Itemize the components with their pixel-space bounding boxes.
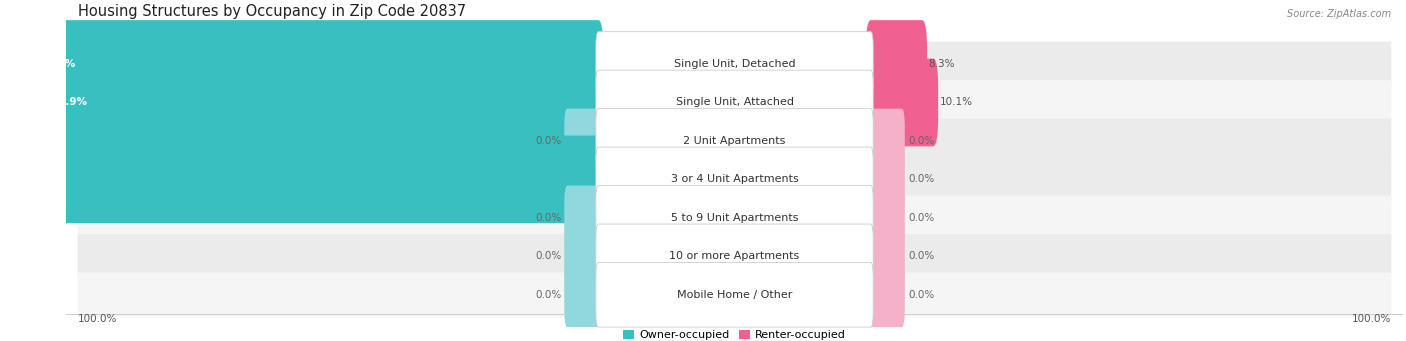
- FancyBboxPatch shape: [0, 135, 603, 223]
- Text: 100.0%: 100.0%: [0, 174, 32, 184]
- FancyBboxPatch shape: [868, 186, 905, 250]
- Legend: Owner-occupied, Renter-occupied: Owner-occupied, Renter-occupied: [623, 330, 846, 341]
- FancyBboxPatch shape: [596, 32, 873, 96]
- FancyBboxPatch shape: [37, 59, 603, 146]
- FancyBboxPatch shape: [564, 186, 602, 250]
- FancyBboxPatch shape: [596, 224, 873, 288]
- Text: Single Unit, Detached: Single Unit, Detached: [673, 59, 796, 69]
- FancyBboxPatch shape: [596, 147, 873, 212]
- Text: 0.0%: 0.0%: [534, 251, 561, 261]
- FancyBboxPatch shape: [596, 109, 873, 173]
- FancyBboxPatch shape: [77, 272, 1392, 317]
- FancyBboxPatch shape: [77, 157, 1392, 202]
- FancyBboxPatch shape: [868, 109, 905, 173]
- FancyBboxPatch shape: [868, 147, 905, 212]
- Text: Source: ZipAtlas.com: Source: ZipAtlas.com: [1286, 9, 1391, 19]
- FancyBboxPatch shape: [596, 263, 873, 327]
- Text: 89.9%: 89.9%: [51, 98, 87, 107]
- Text: 0.0%: 0.0%: [908, 290, 934, 300]
- Text: 2 Unit Apartments: 2 Unit Apartments: [683, 136, 786, 146]
- Text: 100.0%: 100.0%: [79, 314, 118, 324]
- Text: 91.7%: 91.7%: [39, 59, 76, 69]
- Text: 0.0%: 0.0%: [534, 213, 561, 223]
- Text: 10 or more Apartments: 10 or more Apartments: [669, 251, 800, 261]
- Text: 0.0%: 0.0%: [908, 174, 934, 184]
- FancyBboxPatch shape: [77, 234, 1392, 279]
- FancyBboxPatch shape: [596, 70, 873, 135]
- Text: 0.0%: 0.0%: [534, 290, 561, 300]
- Text: 3 or 4 Unit Apartments: 3 or 4 Unit Apartments: [671, 174, 799, 184]
- Text: 8.3%: 8.3%: [928, 59, 955, 69]
- Text: 0.0%: 0.0%: [534, 136, 561, 146]
- FancyBboxPatch shape: [77, 119, 1392, 163]
- Text: Housing Structures by Occupancy in Zip Code 20837: Housing Structures by Occupancy in Zip C…: [79, 4, 467, 19]
- Text: 5 to 9 Unit Apartments: 5 to 9 Unit Apartments: [671, 213, 799, 223]
- FancyBboxPatch shape: [77, 42, 1392, 86]
- Text: 0.0%: 0.0%: [908, 213, 934, 223]
- FancyBboxPatch shape: [77, 80, 1392, 125]
- Text: 100.0%: 100.0%: [1351, 314, 1391, 324]
- FancyBboxPatch shape: [564, 109, 602, 173]
- FancyBboxPatch shape: [77, 195, 1392, 240]
- FancyBboxPatch shape: [596, 186, 873, 250]
- FancyBboxPatch shape: [564, 263, 602, 327]
- FancyBboxPatch shape: [25, 20, 603, 108]
- Text: 0.0%: 0.0%: [908, 251, 934, 261]
- Text: Mobile Home / Other: Mobile Home / Other: [676, 290, 792, 300]
- FancyBboxPatch shape: [866, 59, 938, 146]
- Text: 10.1%: 10.1%: [939, 98, 973, 107]
- FancyBboxPatch shape: [564, 224, 602, 288]
- Text: 0.0%: 0.0%: [908, 136, 934, 146]
- FancyBboxPatch shape: [868, 263, 905, 327]
- FancyBboxPatch shape: [868, 224, 905, 288]
- FancyBboxPatch shape: [866, 20, 927, 108]
- Text: Single Unit, Attached: Single Unit, Attached: [675, 98, 793, 107]
